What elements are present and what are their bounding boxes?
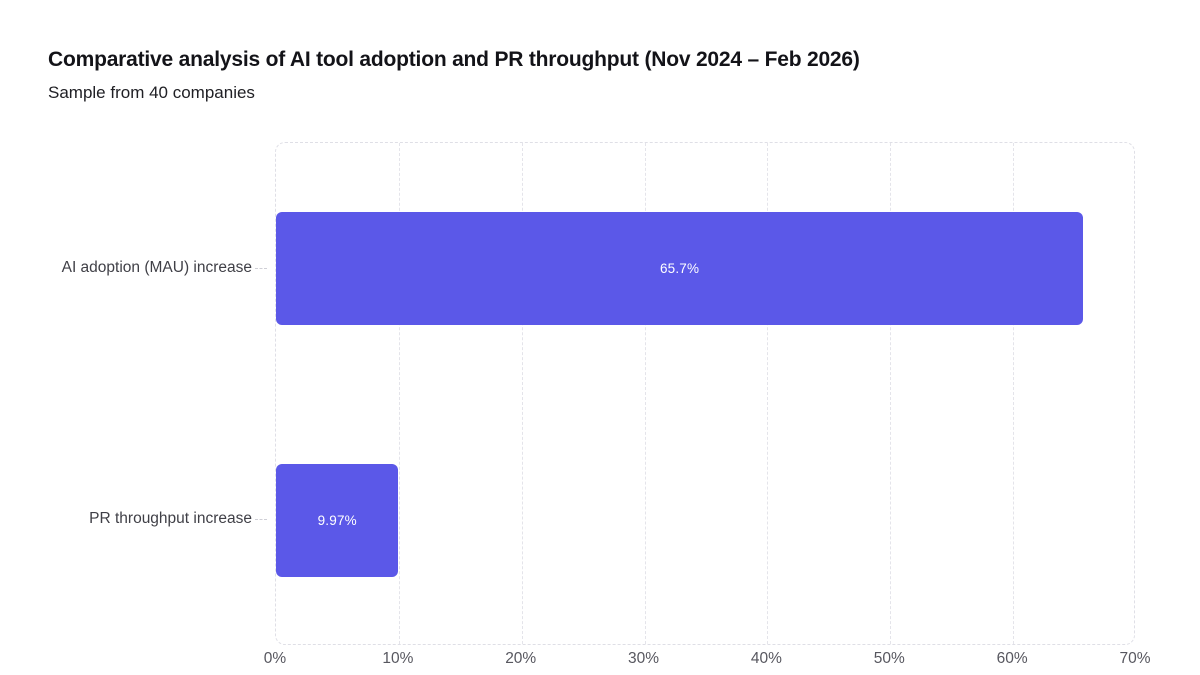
gridline xyxy=(644,143,646,644)
bar: 65.7% xyxy=(276,212,1084,326)
y-tick-mark xyxy=(255,267,267,269)
x-tick-label: 30% xyxy=(628,650,660,667)
y-axis: AI adoption (MAU) increase PR throughput … xyxy=(0,142,268,645)
bar-value-label: 65.7% xyxy=(659,261,700,277)
plot-area: 65.7% 9.97% xyxy=(275,142,1135,645)
y-tick-label: AI adoption (MAU) increase xyxy=(61,258,252,276)
x-tick-label: 60% xyxy=(996,650,1028,667)
y-tick-mark xyxy=(255,519,267,521)
gridline xyxy=(1013,143,1015,644)
bar-value-label: 9.97% xyxy=(317,512,357,528)
gridline xyxy=(398,143,400,644)
gridline xyxy=(521,143,523,644)
bar: 9.97% xyxy=(276,463,399,577)
x-tick-label: 10% xyxy=(382,650,414,667)
x-tick-label: 70% xyxy=(1119,650,1151,667)
x-tick-label: 0% xyxy=(263,650,287,667)
x-axis: 0% 10% 20% 30% 40% 50% 60% 70% xyxy=(264,648,1151,674)
chart-title: Comparative analysis of AI tool adoption… xyxy=(48,48,860,71)
x-tick-label: 20% xyxy=(505,650,537,667)
chart-subtitle: Sample from 40 companies xyxy=(48,83,255,102)
gridline xyxy=(890,143,892,644)
x-tick-label: 50% xyxy=(873,650,905,667)
x-tick-label: 40% xyxy=(750,650,782,667)
y-tick-label: PR throughput increase xyxy=(89,510,252,528)
gridline xyxy=(767,143,769,644)
